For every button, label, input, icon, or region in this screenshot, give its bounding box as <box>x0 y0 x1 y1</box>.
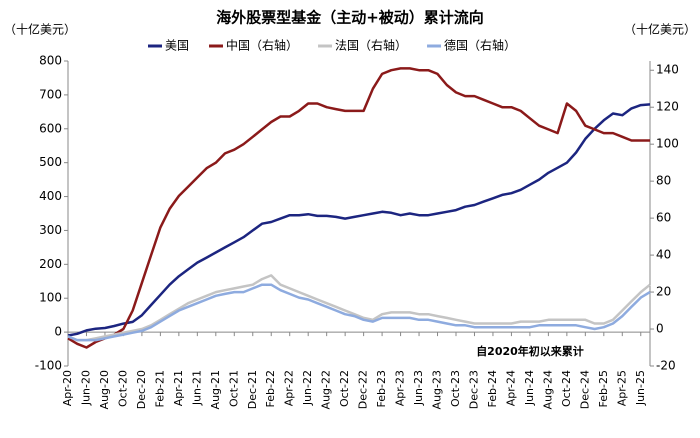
y-tick-label: 300 <box>39 223 62 237</box>
y2-tick-label: 0 <box>656 322 664 336</box>
x-tick-label: Dec-20 <box>135 370 148 409</box>
y2-tick-label: 20 <box>656 285 671 299</box>
x-tick-label: Oct-22 <box>338 370 351 407</box>
legend-label: 美国 <box>165 39 189 53</box>
x-tick-label: Aug-24 <box>541 370 554 409</box>
x-tick-label: Feb-24 <box>486 370 499 407</box>
x-tick-label: Apr-22 <box>283 370 296 406</box>
x-tick-label: Apr-24 <box>504 370 517 406</box>
legend-label: 德国（右轴） <box>444 38 516 53</box>
y2-tick-label: 60 <box>656 211 671 225</box>
x-tick-label: Apr-21 <box>172 370 185 406</box>
x-tick-label: Apr-20 <box>61 370 74 406</box>
x-tick-label: Feb-22 <box>264 370 277 407</box>
y-tick-label: 200 <box>39 257 62 271</box>
y-tick-label: 700 <box>39 87 62 101</box>
x-tick-label: Dec-21 <box>246 370 259 409</box>
x-tick-label: Aug-22 <box>320 370 333 409</box>
x-tick-label: Jun-21 <box>190 370 203 406</box>
x-tick-label: Jun-22 <box>301 370 314 406</box>
y2-tick-label: -20 <box>656 359 676 373</box>
x-tick-label: Oct-24 <box>560 370 573 407</box>
legend-label: 中国（右轴） <box>226 38 298 53</box>
series-line <box>67 283 651 342</box>
x-tick-label: Jun-24 <box>523 370 536 406</box>
x-tick-label: Feb-23 <box>375 370 388 407</box>
annotation: 自2020年初以来累计 <box>476 344 584 358</box>
x-tick-label: Feb-21 <box>153 370 166 407</box>
y-tick-label: 800 <box>39 54 62 68</box>
y2-axis-label: （十亿美元） <box>624 22 696 37</box>
x-tick-label: Oct-21 <box>227 370 240 407</box>
x-tick-label: Oct-20 <box>116 370 129 407</box>
y2-tick-label: 140 <box>656 63 679 77</box>
x-tick-label: Aug-23 <box>431 370 444 409</box>
y2-tick-label: 100 <box>656 137 679 151</box>
series-line <box>67 103 651 337</box>
x-tick-label: Aug-21 <box>209 370 222 409</box>
y2-tick-label: 40 <box>656 248 671 262</box>
y-tick-label: -100 <box>35 359 62 373</box>
x-tick-label: Dec-23 <box>467 370 480 409</box>
x-tick-label: Feb-25 <box>597 370 610 407</box>
y-tick-label: 400 <box>39 189 62 203</box>
y-tick-label: 600 <box>39 121 62 135</box>
series-line <box>67 67 650 349</box>
legend-label: 法国（右轴） <box>335 38 407 53</box>
x-tick-label: Apr-25 <box>615 370 628 406</box>
y-axis-label: （十亿美元） <box>4 22 76 37</box>
y-tick-label: 0 <box>54 325 62 339</box>
x-tick-label: Oct-23 <box>449 370 462 407</box>
y2-tick-label: 120 <box>656 100 679 114</box>
x-tick-label: Dec-24 <box>578 370 591 409</box>
x-tick-label: Jun-23 <box>412 370 425 406</box>
x-tick-label: Jun-20 <box>79 370 92 406</box>
x-tick-label: Jun-25 <box>634 370 647 406</box>
x-tick-label: Aug-20 <box>98 370 111 409</box>
y2-tick-label: 80 <box>656 174 671 188</box>
y-tick-label: 100 <box>39 291 62 305</box>
x-tick-label: Apr-23 <box>394 370 407 406</box>
series-line <box>67 274 651 342</box>
x-tick-label: Dec-22 <box>357 370 370 409</box>
chart-title: 海外股票型基金（主动+被动）累计流向 <box>216 9 484 27</box>
y-tick-label: 500 <box>39 155 62 169</box>
